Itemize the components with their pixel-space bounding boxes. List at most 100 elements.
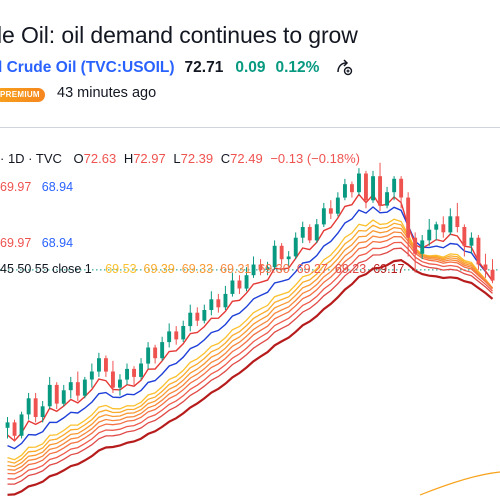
- ribbon-legend: 45 50 55 close 1 69.53 69.39 69.33 69.31 69.…: [0, 262, 412, 276]
- ribbon-params: 45 50 55 close 1: [0, 262, 92, 276]
- symbol-price: 72.71: [184, 59, 224, 76]
- candle-body: [371, 176, 375, 201]
- candle-body: [139, 363, 143, 377]
- symbol-change: 0.09: [235, 59, 266, 76]
- candle-body: [181, 326, 186, 340]
- candle-body: [188, 312, 193, 327]
- ribbon-value: 69.39: [143, 262, 175, 276]
- candle-body: [97, 358, 101, 372]
- candle-body: [441, 224, 446, 233]
- candle-body: [455, 216, 460, 227]
- candle-body: [195, 312, 200, 321]
- headline-title: le Oil: oil demand continues to grow: [0, 22, 358, 48]
- candle-body: [146, 347, 151, 364]
- high-value: 72.97: [133, 151, 166, 166]
- candle-body: [40, 406, 45, 417]
- candle-body: [350, 184, 354, 193]
- ribbon-value: 69.53: [105, 262, 137, 276]
- candle-body: [223, 293, 228, 308]
- low-value: 72.39: [180, 151, 214, 166]
- candle-body: [286, 256, 291, 260]
- candle-body: [279, 245, 284, 260]
- ribbon-value: 69.33: [181, 262, 214, 276]
- candle-body: [392, 178, 397, 193]
- candle-body: [307, 227, 312, 241]
- candle-body: [321, 208, 326, 225]
- candle-body: [230, 280, 235, 294]
- symbol-row: l Crude Oil (TVC:USOIL) 72.71 0.09 0.12%: [0, 58, 355, 78]
- candle-body: [272, 245, 277, 268]
- candle-body: [244, 275, 249, 289]
- candle-body: [328, 208, 333, 214]
- candle-body: [469, 237, 474, 246]
- ma2-value-b: 68.94: [41, 236, 74, 250]
- candle-body: [82, 379, 87, 396]
- candle-body: [399, 178, 404, 198]
- candle-body: [265, 267, 270, 270]
- candle-body: [89, 371, 94, 380]
- published-time: 43 minutes ago: [57, 85, 157, 101]
- ribbon-value: 69.27: [296, 262, 328, 276]
- ribbon-line: [7, 222, 493, 464]
- candle-body: [237, 280, 242, 289]
- ma1-value-b: 68.94: [41, 180, 74, 194]
- candle-body: [174, 331, 179, 340]
- close-label: C: [220, 151, 231, 166]
- candle-body: [75, 382, 80, 396]
- candle-body: [293, 237, 298, 257]
- candle-body: [420, 240, 425, 254]
- candle-body: [5, 422, 10, 428]
- price-chart[interactable]: [0, 128, 500, 500]
- candle-body: [490, 269, 495, 281]
- candle-body: [111, 371, 115, 388]
- candle-body: [153, 347, 158, 359]
- symbol-name-link[interactable]: l Crude Oil (TVC:USOIL): [0, 59, 175, 76]
- candle-body: [251, 264, 256, 276]
- candle-body: [448, 216, 453, 233]
- candle-body: [364, 173, 368, 201]
- candle-body: [54, 384, 59, 404]
- candle-body: [335, 197, 340, 214]
- ohlc-legend: · 1D · TVC O72.63 H72.97 L72.39 C72.49 −…: [0, 151, 360, 166]
- candle-body: [216, 299, 221, 308]
- chart-area[interactable]: [0, 127, 500, 501]
- candle-body: [26, 398, 31, 415]
- ma1-value-a: 69.97: [0, 180, 32, 194]
- interval-label: · 1D · TVC: [0, 151, 62, 166]
- candle-body: [132, 368, 136, 377]
- open-label: O: [73, 151, 84, 166]
- ribbon-line: [7, 241, 493, 480]
- ribbon-value: 69.30: [258, 262, 290, 276]
- long-ma-line: [419, 471, 500, 496]
- candle-body: [33, 398, 38, 417]
- candle-body: [434, 224, 439, 230]
- ribbon-line: [7, 235, 493, 475]
- ribbon-value: 69.23: [334, 262, 367, 276]
- candle-body: [258, 264, 263, 270]
- open-value: 72.63: [83, 151, 117, 166]
- ma-red-line: [7, 193, 494, 442]
- ribbon-line: [7, 226, 493, 468]
- high-label: H: [123, 151, 134, 166]
- candle-body: [104, 358, 108, 372]
- candle-body: [343, 184, 347, 198]
- candle-body: [68, 382, 73, 391]
- candle-body: [19, 414, 24, 436]
- candle-body: [427, 229, 432, 241]
- candle-body: [300, 227, 305, 238]
- share-icon[interactable]: [333, 57, 355, 79]
- ribbon-line: [7, 258, 494, 496]
- ribbon-line: [7, 231, 493, 471]
- ma-legend-1: 69.97 68.94: [0, 180, 73, 194]
- premium-badge: PREMIUM: [0, 88, 45, 102]
- candle-body: [462, 227, 467, 246]
- low-label: L: [173, 151, 181, 166]
- close-value: 72.49: [230, 151, 263, 166]
- candle-body: [385, 192, 389, 206]
- candle-body: [413, 237, 418, 254]
- candle-body: [125, 368, 129, 380]
- candle-body: [357, 173, 361, 193]
- candle-body: [167, 331, 172, 343]
- candle-body: [12, 422, 17, 436]
- symbol-change-percent: 0.12%: [275, 59, 320, 76]
